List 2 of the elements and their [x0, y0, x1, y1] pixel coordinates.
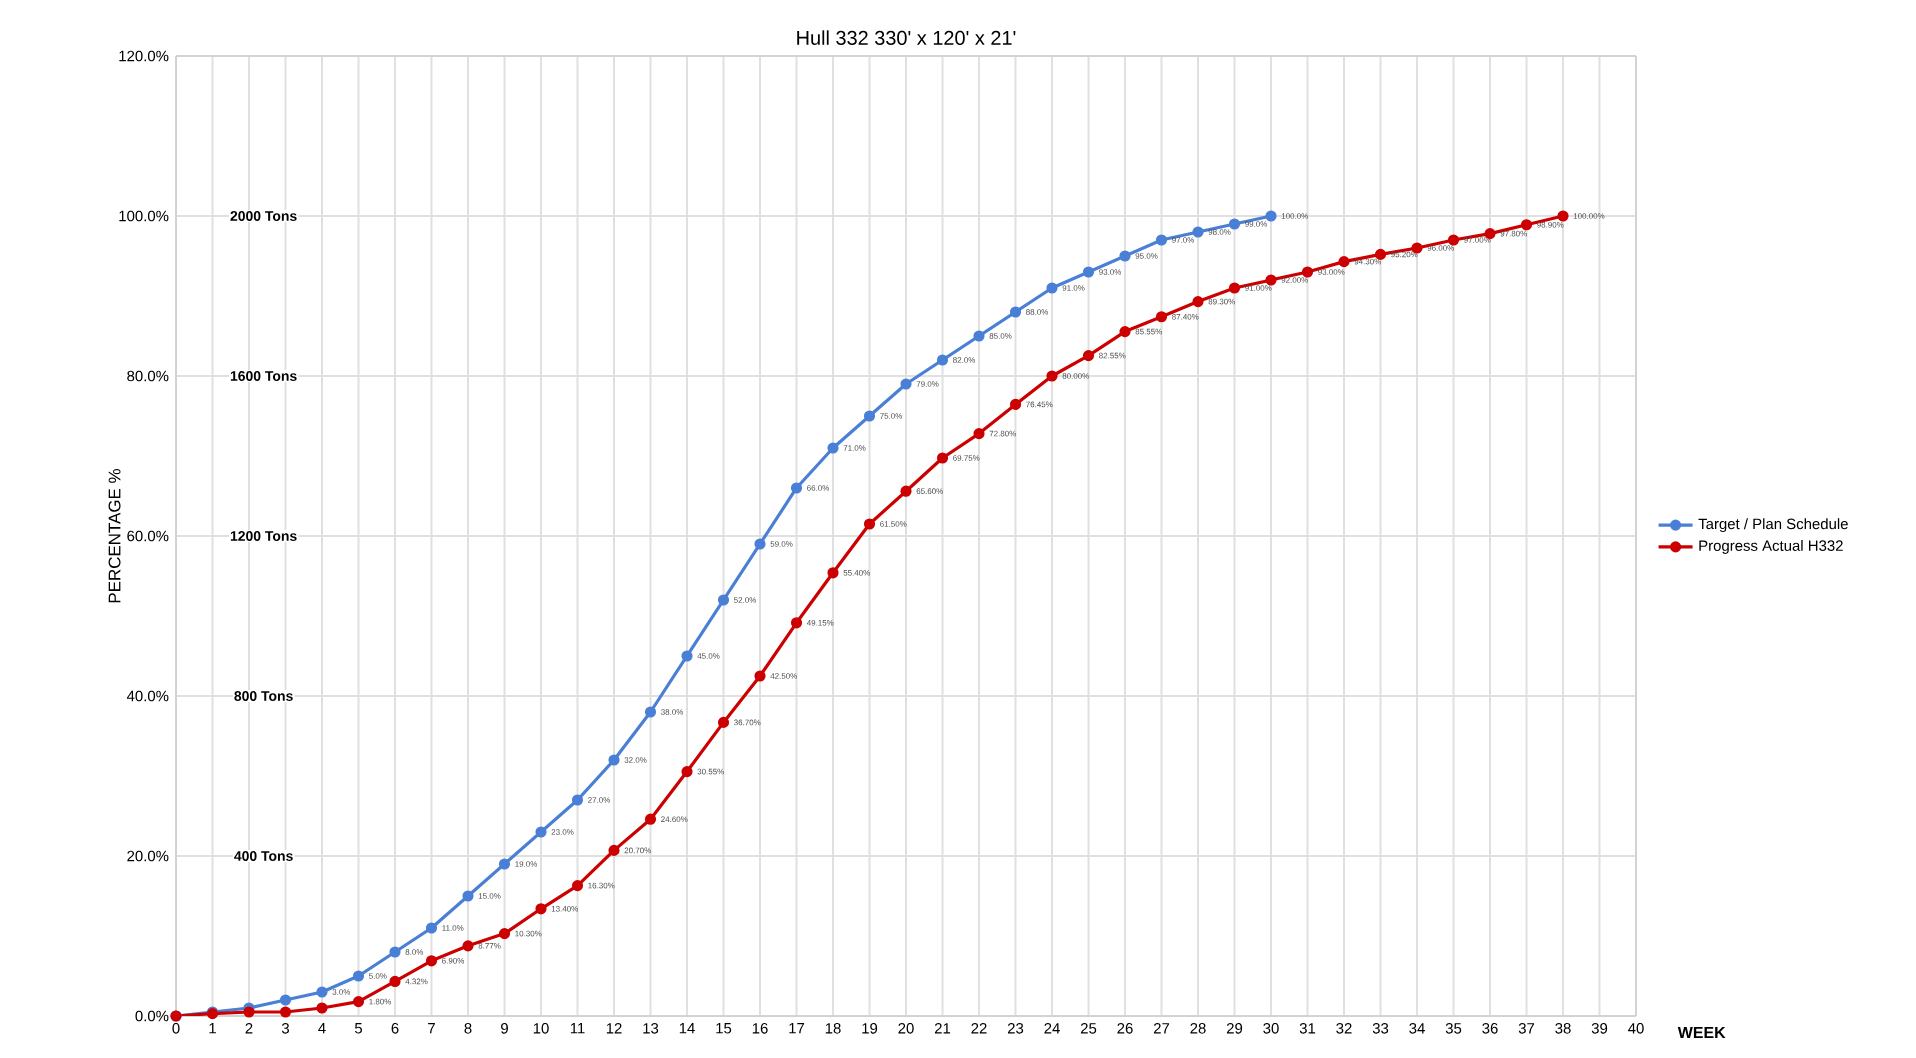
y-axis-title: PERCENTAGE %: [108, 469, 121, 603]
chart-title: Hull 332 330' x 120' x 21': [797, 30, 1016, 45]
